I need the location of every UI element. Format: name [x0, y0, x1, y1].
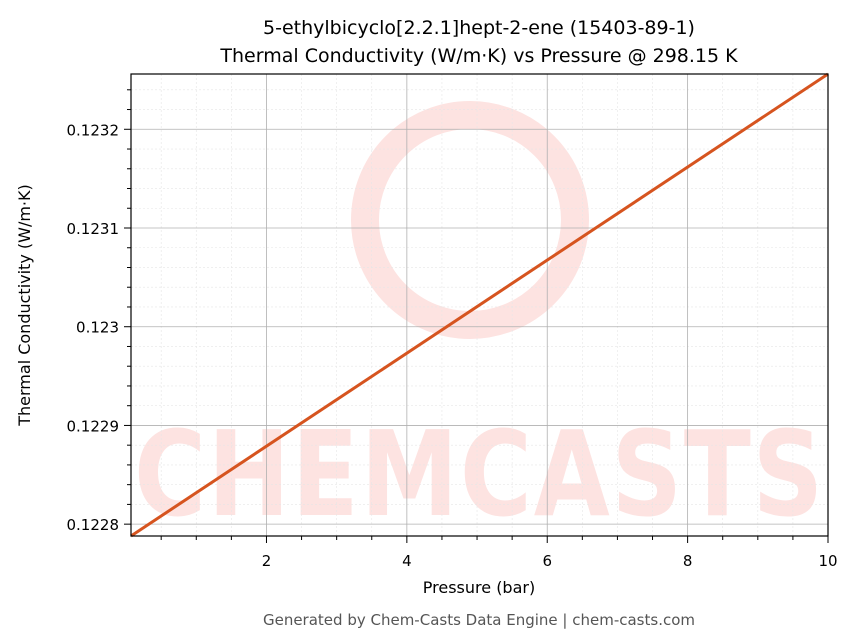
data-line	[130, 72, 829, 538]
watermark: CHEMCASTS	[134, 405, 825, 543]
y-axis-label: Thermal Conductivity (W/m·K)	[15, 184, 34, 427]
y-tick-label: 0.1231	[67, 220, 120, 238]
x-tick-label: 10	[818, 552, 837, 570]
plot-frame	[130, 73, 829, 537]
x-tick-label: 8	[683, 552, 693, 570]
x-tick-label: 4	[402, 552, 412, 570]
y-tick-label: 0.1232	[67, 121, 120, 139]
y-tick-label: 0.1228	[67, 516, 120, 534]
x-tick-label: 2	[262, 552, 272, 570]
chart-title: 5-ethylbicyclo[2.2.1]hept-2-ene (15403-8…	[263, 17, 695, 39]
y-tick-label: 0.123	[76, 319, 119, 337]
footer: Generated by Chem-Casts Data Engine | ch…	[263, 611, 695, 629]
watermark-logo	[351, 101, 589, 339]
y-tick-label: 0.1229	[67, 417, 120, 435]
x-axis-label: Pressure (bar)	[423, 578, 535, 597]
chart-subtitle: Thermal Conductivity (W/m·K) vs Pressure…	[219, 45, 738, 67]
x-tick-label: 6	[542, 552, 552, 570]
